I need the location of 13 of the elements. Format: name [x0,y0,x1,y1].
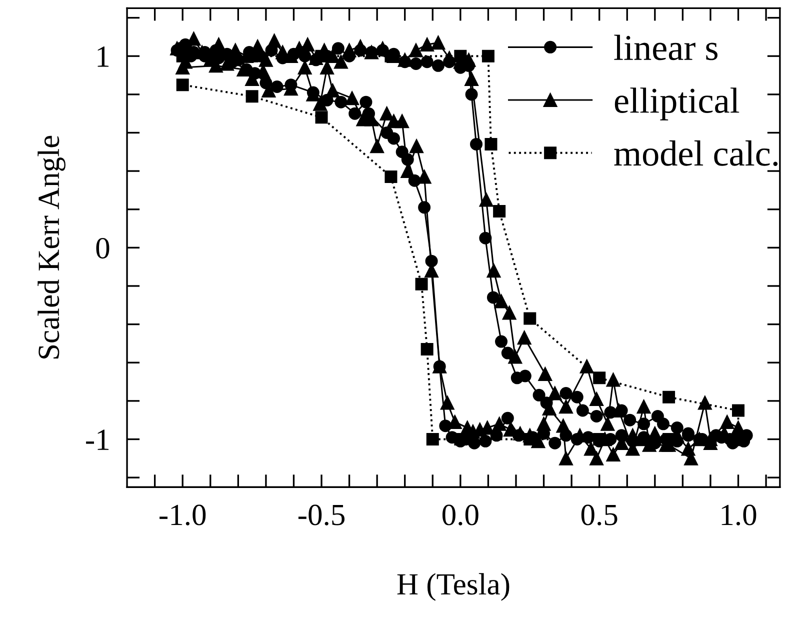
y-tick-label: 1 [98,46,109,67]
legend-label: elliptical [614,88,740,120]
y-tick-label: 0 [96,238,110,259]
x-tick-label: 1.0 [722,504,756,526]
x-tick-label: -1.0 [160,504,206,526]
x-tick-label: 0.0 [442,504,478,526]
legend-label: model calc. [614,140,778,166]
y-axis-title: Scaled Kerr Angle [38,136,66,358]
x-tick-label: 0.5 [581,504,618,526]
legend-label: linear s [614,34,718,60]
x-axis-title: H (Tesla) [397,573,510,601]
x-tick-label: -0.5 [298,504,345,526]
y-tick-label: -1 [86,430,109,450]
